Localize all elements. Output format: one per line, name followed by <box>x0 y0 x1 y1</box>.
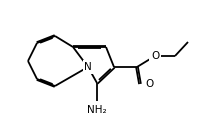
Text: N: N <box>84 62 92 72</box>
Text: O: O <box>145 79 153 89</box>
Text: O: O <box>151 51 159 61</box>
Text: NH₂: NH₂ <box>87 105 107 115</box>
